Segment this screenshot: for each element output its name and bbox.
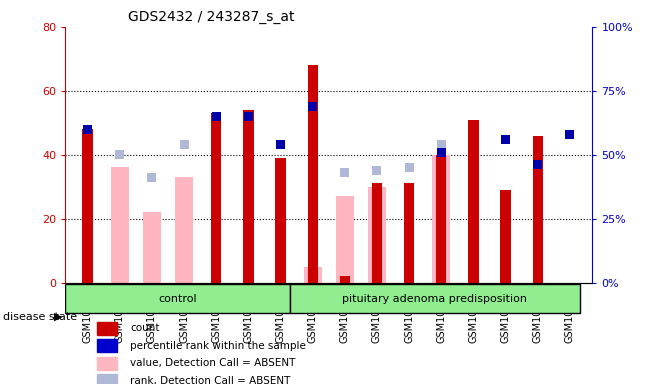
Bar <box>143 212 161 283</box>
Bar <box>111 167 129 283</box>
Bar <box>368 187 386 283</box>
Bar <box>97 321 117 334</box>
Bar <box>244 112 253 121</box>
Bar <box>468 119 478 283</box>
Bar <box>432 155 450 283</box>
Bar <box>175 177 193 283</box>
Bar <box>437 148 446 157</box>
Bar <box>180 140 189 149</box>
Bar <box>308 102 317 111</box>
Bar <box>304 266 322 283</box>
Text: disease state: disease state <box>3 312 77 322</box>
Text: percentile rank within the sample: percentile rank within the sample <box>130 341 306 351</box>
Bar <box>501 135 510 144</box>
Bar <box>97 374 117 384</box>
Bar <box>372 184 382 283</box>
Text: value, Detection Call = ABSENT: value, Detection Call = ABSENT <box>130 358 296 368</box>
Bar <box>147 173 156 182</box>
Bar <box>533 136 543 283</box>
Bar <box>97 357 117 370</box>
Bar <box>275 158 286 283</box>
Bar <box>372 166 381 174</box>
Bar <box>501 190 511 283</box>
Bar <box>276 140 285 149</box>
Bar <box>212 112 221 121</box>
Bar <box>290 284 579 313</box>
Bar <box>533 161 542 169</box>
Bar <box>340 276 350 283</box>
Bar <box>405 163 413 172</box>
Bar <box>83 129 92 283</box>
Text: count: count <box>130 323 159 333</box>
Bar <box>437 140 446 149</box>
Text: GDS2432 / 243287_s_at: GDS2432 / 243287_s_at <box>128 10 295 25</box>
Bar <box>404 184 414 283</box>
Bar <box>340 168 350 177</box>
Bar <box>566 130 574 139</box>
Bar <box>97 339 117 352</box>
Bar <box>436 155 447 283</box>
Bar <box>336 196 353 283</box>
Bar <box>243 110 253 283</box>
Text: ▶: ▶ <box>54 312 62 322</box>
Text: pituitary adenoma predisposition: pituitary adenoma predisposition <box>342 294 527 304</box>
Text: control: control <box>158 294 197 304</box>
Bar <box>65 284 290 313</box>
Bar <box>83 125 92 134</box>
Bar <box>307 65 318 283</box>
Bar <box>115 150 124 159</box>
Text: rank, Detection Call = ABSENT: rank, Detection Call = ABSENT <box>130 376 290 384</box>
Bar <box>211 113 221 283</box>
